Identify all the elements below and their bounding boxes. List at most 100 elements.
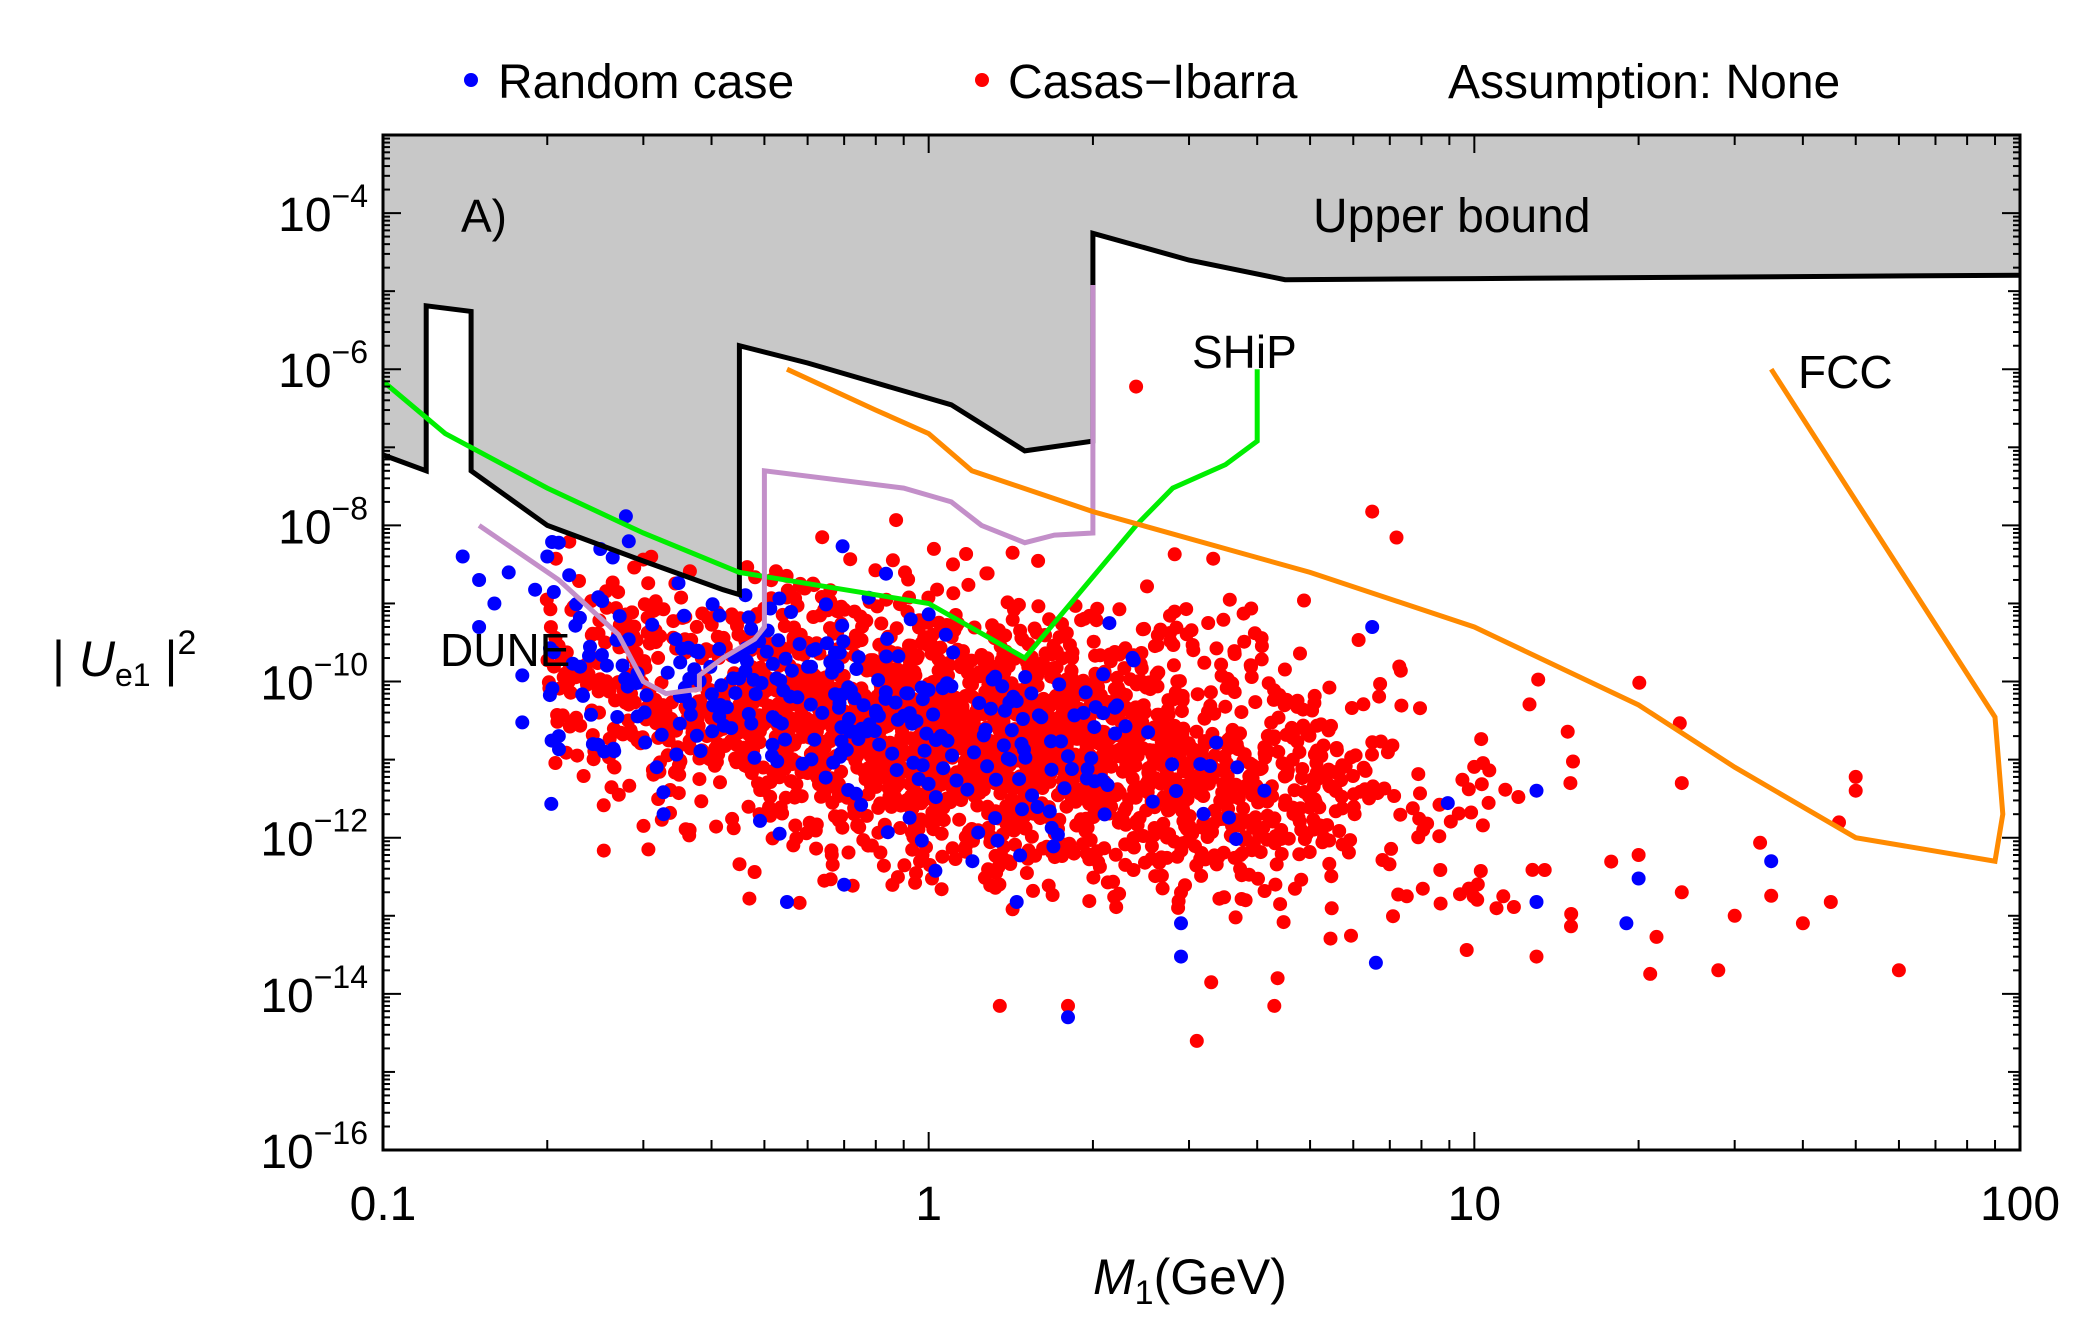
data-point	[612, 609, 627, 624]
data-point	[1529, 895, 1544, 909]
data-point	[1511, 790, 1526, 804]
data-point	[777, 619, 792, 634]
data-point	[872, 737, 887, 752]
data-point	[817, 786, 832, 801]
data-point	[952, 812, 967, 827]
data-point	[1531, 672, 1546, 687]
data-point	[694, 794, 709, 809]
data-point	[1150, 628, 1165, 643]
data-point	[599, 658, 614, 673]
data-point	[649, 760, 664, 775]
x-tick-label: 10	[1448, 1178, 1501, 1231]
data-point	[1174, 949, 1188, 964]
data-point	[732, 671, 747, 686]
data-point	[890, 712, 905, 727]
data-point	[674, 590, 689, 605]
data-point	[959, 547, 974, 561]
data-point	[1297, 593, 1311, 608]
data-point	[1727, 908, 1742, 923]
data-point	[983, 878, 998, 893]
data-point	[1031, 599, 1046, 614]
data-point	[837, 602, 852, 617]
data-point	[866, 653, 881, 668]
data-point	[1061, 998, 1075, 1013]
y-tick-label: 10−10	[260, 647, 368, 711]
data-point	[1415, 881, 1430, 896]
curve-upper-bound	[383, 230, 2020, 598]
data-point	[871, 673, 886, 688]
curve-ship	[383, 369, 1260, 662]
data-point	[1067, 846, 1081, 861]
data-point	[1220, 769, 1235, 784]
data-point	[1196, 789, 1211, 803]
data-point	[773, 673, 788, 688]
excluded-region	[383, 135, 2020, 595]
data-point	[1459, 943, 1474, 957]
data-point	[869, 703, 883, 718]
data-point	[946, 557, 960, 572]
data-point	[1213, 793, 1228, 808]
data-point	[1080, 762, 1095, 776]
data-point	[1054, 734, 1068, 749]
data-point	[1753, 835, 1768, 850]
data-point	[1432, 829, 1447, 844]
data-point	[1529, 949, 1544, 964]
data-point	[585, 626, 600, 641]
data-point	[775, 806, 790, 821]
data-point	[1347, 807, 1362, 822]
data-point	[1322, 833, 1337, 848]
data-point	[1475, 818, 1490, 833]
data-point	[1217, 890, 1232, 905]
data-point	[784, 663, 799, 678]
data-point	[940, 733, 955, 748]
data-point	[1563, 776, 1578, 791]
data-point	[1242, 867, 1257, 882]
data-point	[626, 729, 641, 744]
data-point	[1313, 768, 1328, 783]
data-point	[765, 656, 780, 671]
data-point	[938, 627, 953, 642]
data-point	[604, 780, 619, 795]
data-point	[677, 608, 692, 623]
data-point	[789, 831, 804, 846]
data-point	[909, 714, 924, 729]
data-point	[569, 710, 584, 725]
data-point	[1197, 734, 1212, 749]
data-point	[693, 744, 708, 758]
data-point	[997, 703, 1012, 718]
y-axis-title-main: U	[79, 631, 116, 687]
data-point	[662, 718, 677, 733]
data-point	[1188, 839, 1202, 854]
data-point	[1140, 579, 1154, 594]
data-point	[934, 826, 949, 841]
y-tick-label: 10−14	[260, 959, 368, 1023]
data-point	[824, 665, 839, 680]
data-point	[1216, 612, 1231, 627]
data-point	[713, 775, 727, 790]
data-point	[1015, 712, 1030, 726]
data-point	[980, 759, 995, 774]
data-point	[1222, 810, 1236, 825]
data-point	[748, 687, 763, 701]
data-point	[1292, 847, 1307, 862]
data-point	[889, 513, 904, 528]
data-point	[915, 848, 930, 863]
data-point	[1322, 680, 1337, 695]
data-point	[1229, 737, 1244, 752]
data-point	[1370, 786, 1385, 801]
data-point	[852, 820, 867, 835]
data-point	[880, 825, 895, 840]
data-point	[1190, 687, 1205, 702]
y-axis-title-sup: 2	[177, 624, 196, 662]
data-point	[1222, 592, 1237, 607]
data-point	[885, 553, 900, 568]
data-point	[1015, 802, 1029, 817]
data-point	[1005, 612, 1020, 627]
data-point	[656, 785, 671, 800]
data-point	[792, 895, 807, 910]
data-point	[726, 821, 741, 836]
svg-text:M1(GeV): M1(GeV)	[1093, 1249, 1287, 1312]
data-point	[1146, 757, 1161, 772]
data-point	[946, 586, 961, 601]
data-point	[583, 639, 597, 654]
